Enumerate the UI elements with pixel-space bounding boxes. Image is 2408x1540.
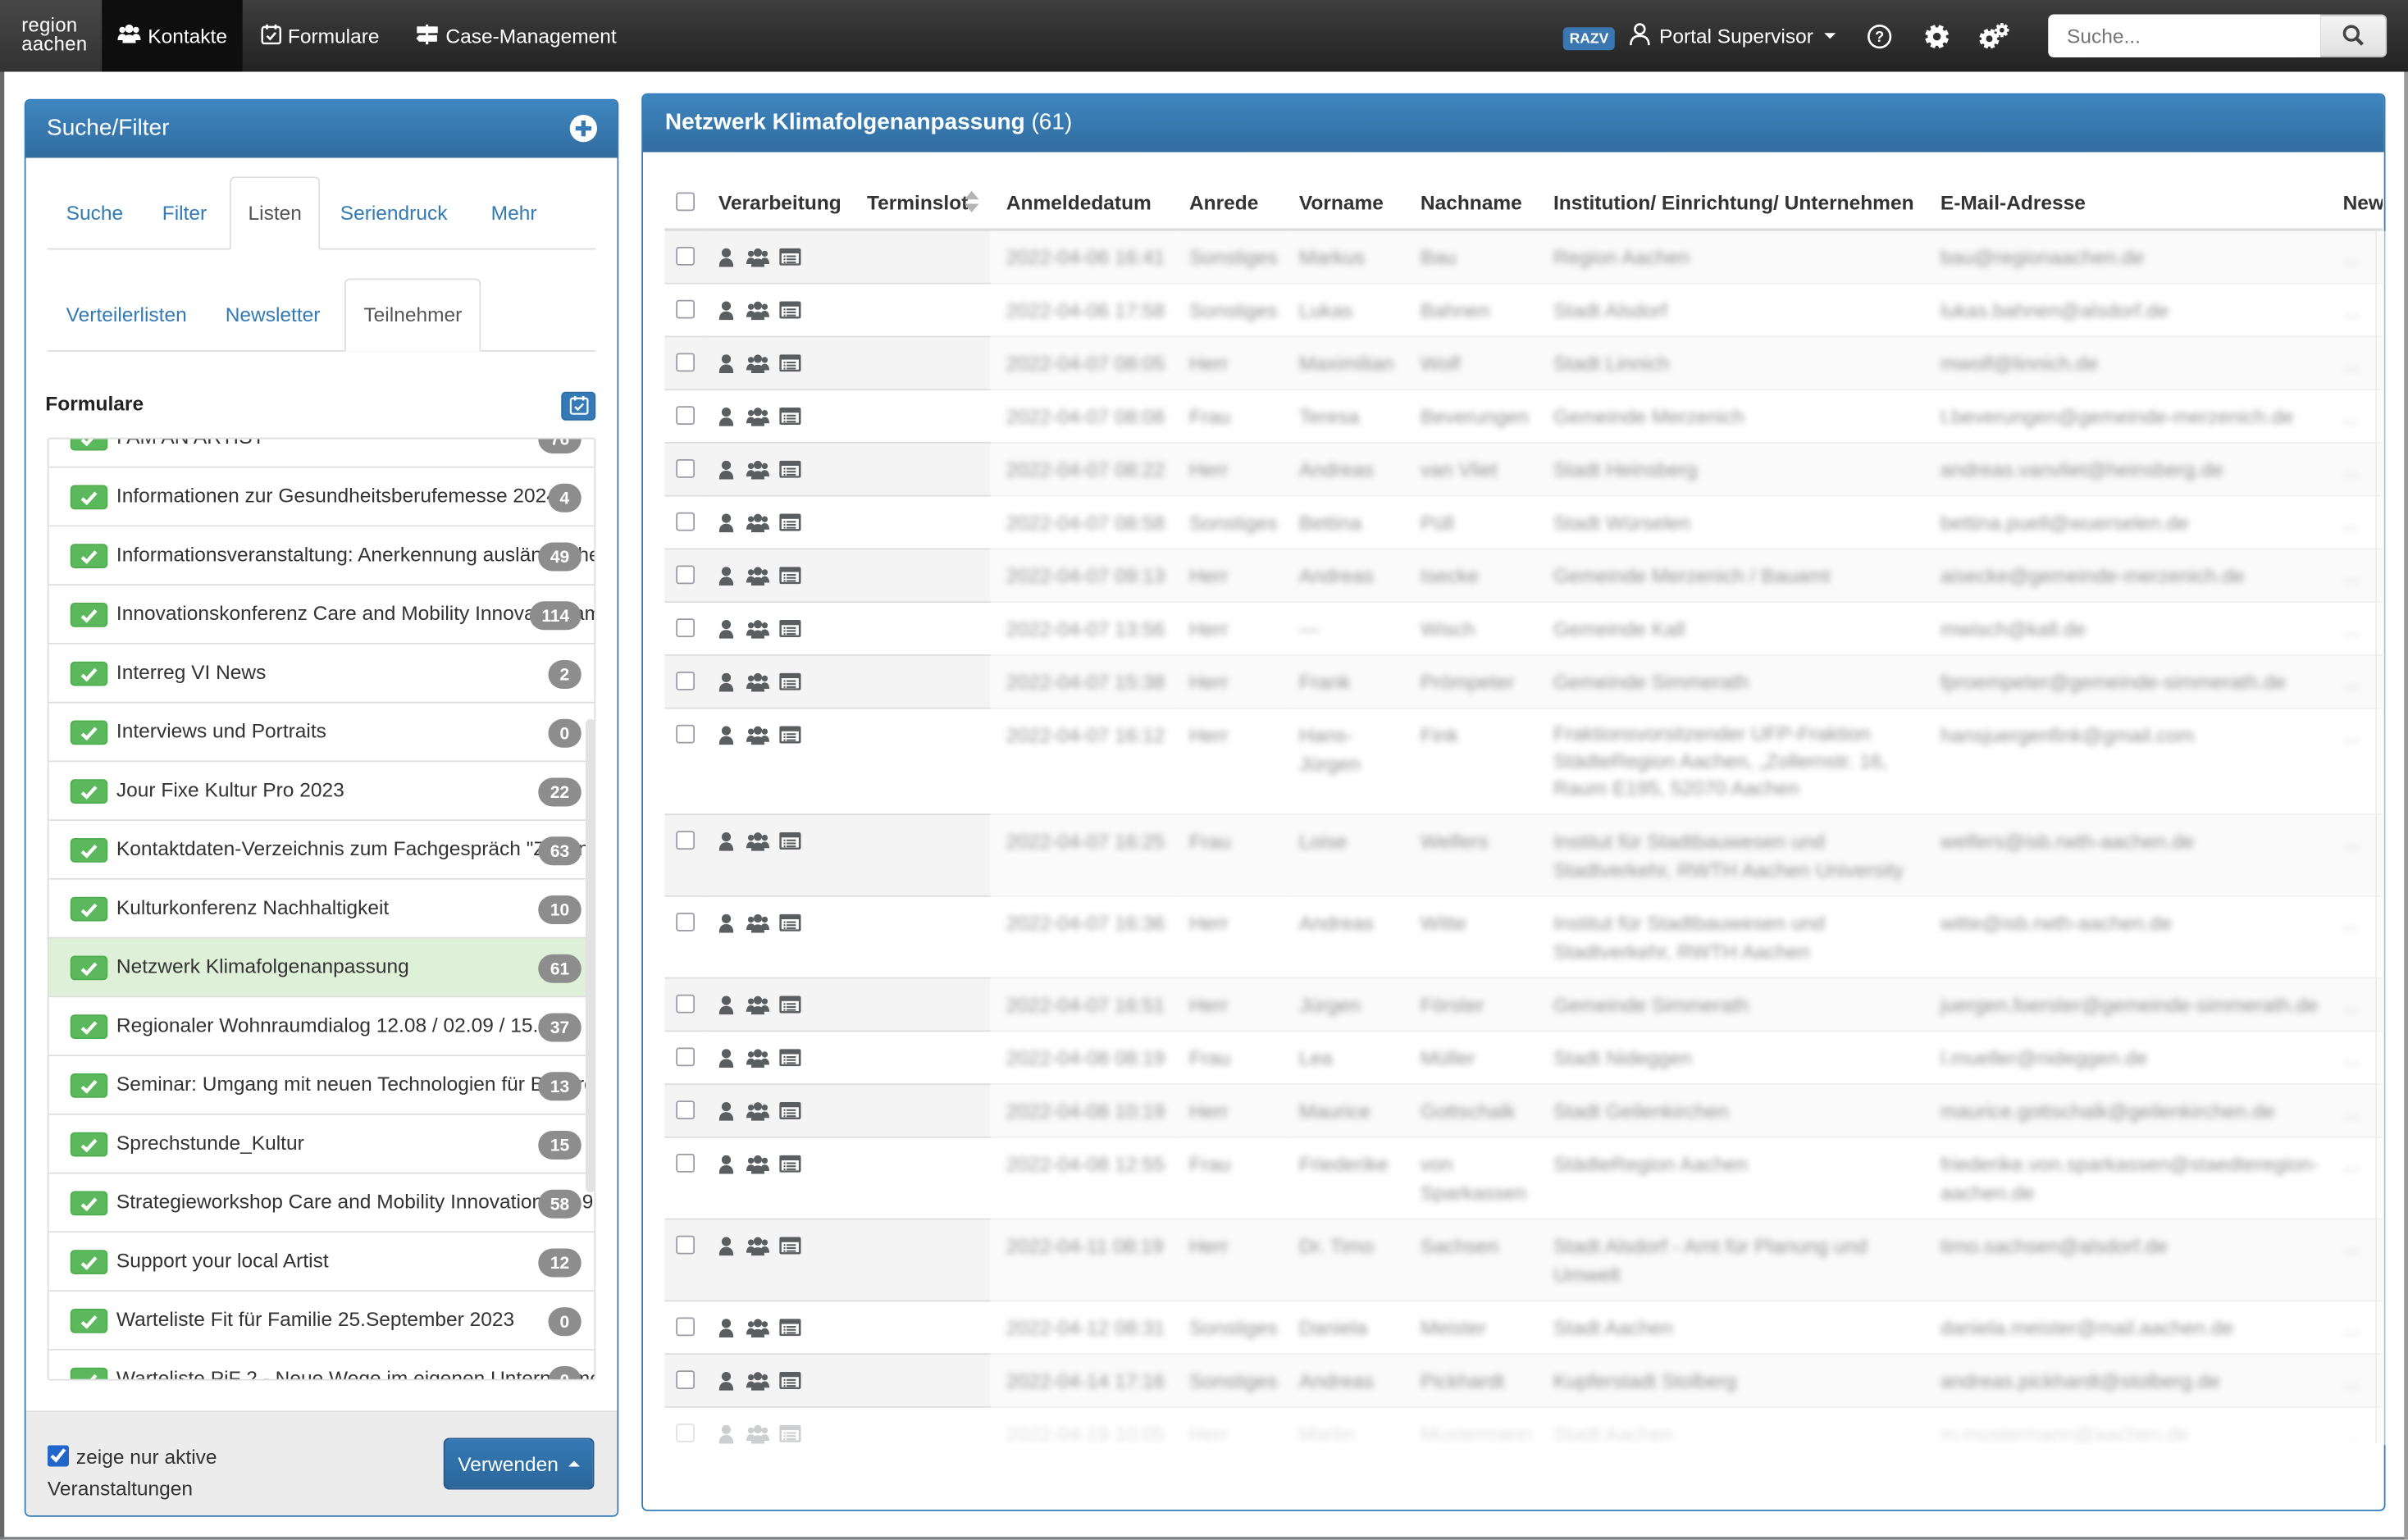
svg-text:?: ?	[1874, 27, 1883, 44]
